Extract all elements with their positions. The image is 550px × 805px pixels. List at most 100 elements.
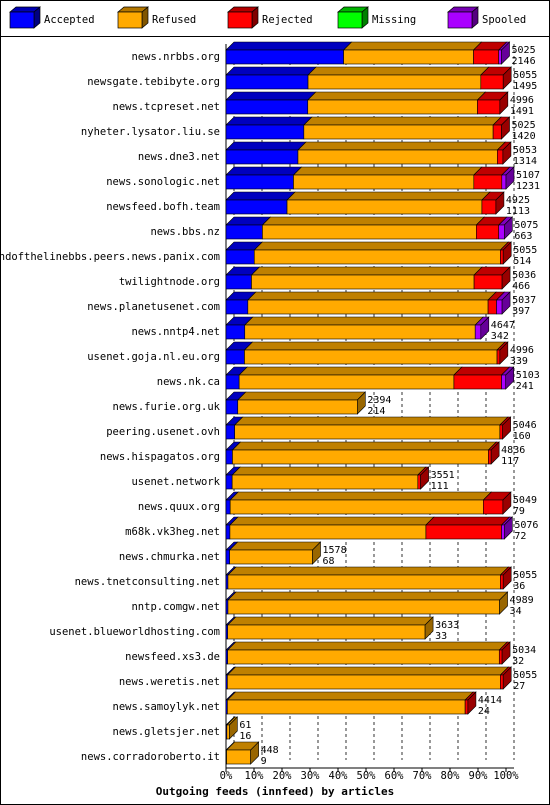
bar-side xyxy=(495,191,505,215)
bar-side xyxy=(424,616,434,640)
host-label: nyheter.lysator.liu.se xyxy=(81,126,220,138)
bar-side xyxy=(504,216,513,240)
offered-count: 2394 xyxy=(367,395,391,406)
accepted-count: 1495 xyxy=(513,81,537,92)
offered-count: 5037 xyxy=(512,295,536,306)
bar-segment xyxy=(226,724,230,740)
bar-segment xyxy=(227,649,500,665)
bar-segment xyxy=(229,549,313,565)
accepted-count: 72 xyxy=(514,531,526,542)
bar-side xyxy=(490,441,500,465)
accepted-count: 9 xyxy=(261,756,267,767)
bar-top xyxy=(227,591,509,601)
bar-side xyxy=(502,491,512,515)
bar-segment xyxy=(496,349,501,365)
bar-segment xyxy=(499,424,503,440)
bar-top xyxy=(225,141,307,151)
bar-segment xyxy=(244,349,498,365)
bar-segment xyxy=(225,174,294,190)
host-label: usenet.network xyxy=(131,476,220,488)
bar-top xyxy=(243,341,506,351)
host-label: news.chmurka.net xyxy=(119,551,220,563)
bar-segment xyxy=(501,524,505,540)
offered-count: 5055 xyxy=(513,570,537,581)
bar-top xyxy=(229,491,493,501)
bar-top xyxy=(225,116,313,126)
bar-side xyxy=(420,466,429,490)
host-label: news.bbs.nz xyxy=(150,226,220,238)
bar-side xyxy=(501,116,510,140)
accepted-count: 2146 xyxy=(512,56,536,67)
bar-segment xyxy=(225,324,246,340)
host-label: nntp.comgw.net xyxy=(131,601,220,613)
bar-side xyxy=(501,291,511,315)
bar-side xyxy=(499,341,509,365)
bar-top xyxy=(307,66,490,76)
bar-side xyxy=(501,641,511,665)
accepted-count: 27 xyxy=(513,681,525,692)
bar-top xyxy=(307,91,487,101)
bar-top xyxy=(342,41,483,51)
bar-top xyxy=(225,41,353,51)
bar-segment xyxy=(225,299,249,315)
bar-side xyxy=(505,366,515,390)
host-label: news.corradoroberto.it xyxy=(81,751,220,763)
x-tick-label: 20% xyxy=(273,770,293,782)
legend-label: Rejected xyxy=(262,14,313,26)
bar-top xyxy=(227,566,510,576)
bar-side xyxy=(501,41,510,65)
accepted-count: 16 xyxy=(239,731,251,742)
bar-side xyxy=(505,166,515,190)
offered-count: 5055 xyxy=(513,670,537,681)
offered-count: 5107 xyxy=(516,170,540,181)
bar-segment xyxy=(307,99,478,115)
x-tick-label: 50% xyxy=(357,770,377,782)
bar-segment xyxy=(496,299,503,315)
host-label: news.weretis.net xyxy=(119,676,220,688)
bar-segment xyxy=(253,249,501,265)
bar-top xyxy=(253,241,510,251)
bar-segment xyxy=(464,699,469,715)
accepted-count: 1314 xyxy=(513,156,537,167)
bar-top xyxy=(261,216,486,226)
bar-segment xyxy=(477,99,501,115)
bar-top xyxy=(226,666,510,676)
offered-count: 5053 xyxy=(513,145,537,156)
bar-top xyxy=(250,266,483,276)
offered-count: 448 xyxy=(261,745,279,756)
bar-top xyxy=(238,366,463,376)
offered-count: 5034 xyxy=(512,645,536,656)
offered-count: 4836 xyxy=(501,445,525,456)
bar-top xyxy=(225,191,296,201)
bar-top xyxy=(292,166,483,176)
bar-top xyxy=(228,541,322,551)
bar-side xyxy=(312,541,321,565)
host-label: news.gletsjer.net xyxy=(113,726,220,738)
bar-segment xyxy=(498,224,505,240)
bar-side xyxy=(229,716,238,740)
bar-top xyxy=(453,366,511,376)
bar-segment xyxy=(225,124,305,140)
accepted-count: 214 xyxy=(367,406,385,417)
offered-count: 3551 xyxy=(431,470,455,481)
bar-segment xyxy=(225,399,239,415)
host-label: news.samoylyk.net xyxy=(113,701,220,713)
x-tick-label: 10% xyxy=(245,770,265,782)
bar-segment xyxy=(225,424,235,440)
bar-segment xyxy=(225,474,233,490)
bar-segment xyxy=(425,524,502,540)
bar-top xyxy=(231,441,498,451)
offered-count: 4647 xyxy=(491,320,515,331)
offered-count: 5025 xyxy=(512,120,536,131)
bar-segment xyxy=(286,199,483,215)
offered-count: 5049 xyxy=(513,495,537,506)
bar-segment xyxy=(247,299,489,315)
x-tick-label: 0% xyxy=(220,770,233,782)
bar-segment xyxy=(473,274,503,290)
x-tick-label: 80% xyxy=(441,770,461,782)
accepted-count: 34 xyxy=(510,606,522,617)
bar-segment xyxy=(262,224,477,240)
host-label: news.nk.ca xyxy=(157,376,220,388)
bar-segment xyxy=(500,249,504,265)
accepted-count: 1231 xyxy=(516,181,540,192)
